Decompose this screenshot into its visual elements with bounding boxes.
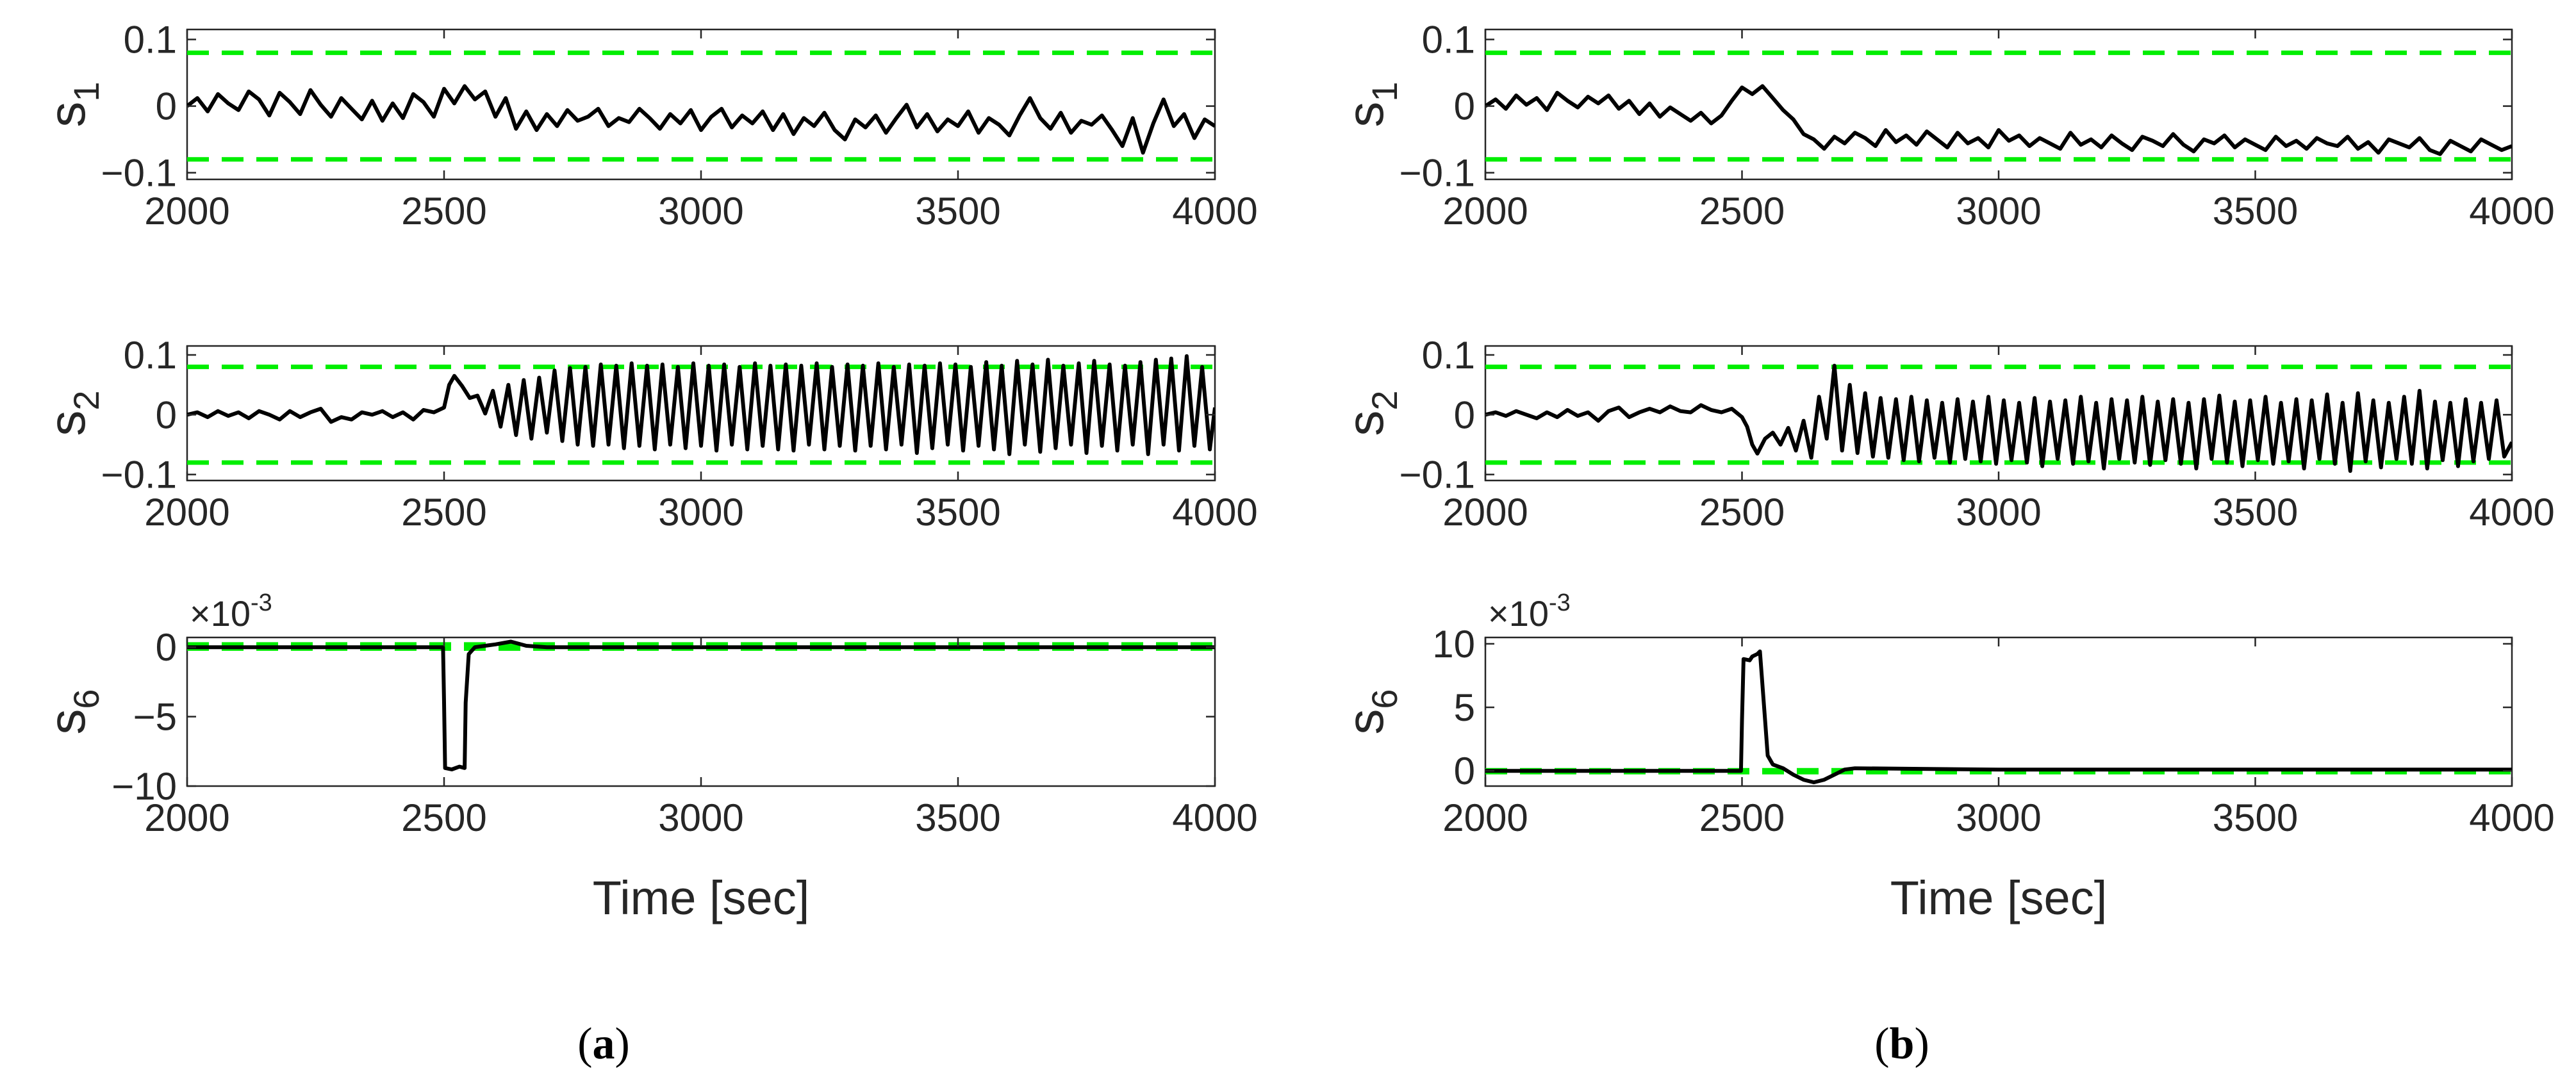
panel-a-s6-xtick-label: 3000: [658, 796, 743, 839]
panel-b-s2-xtick-label: 2500: [1699, 491, 1785, 534]
panel-a-s2-xtick-label: 2500: [401, 491, 486, 534]
panel-a-s1-xtick-label: 3500: [915, 190, 1000, 233]
panel-b-s1-xtick-label: 3500: [2213, 190, 2298, 233]
panel-b-s6-xtick-label: 3000: [1956, 796, 2041, 839]
panel-a-s6-ytick-label: −5: [133, 696, 177, 739]
panel-b-s6-xtick-label: 3500: [2213, 796, 2298, 839]
panel-a-s1-ylabel-var: s: [38, 102, 95, 127]
panel-b-s2-xtick-label: 2000: [1442, 491, 1528, 534]
panel-a-s6-exponent-base: ×10: [190, 593, 251, 634]
panel-a-s2-xtick-label: 4000: [1172, 491, 1257, 534]
panel-b-s1-xtick-label: 3000: [1956, 190, 2041, 233]
panel-b-s1-ylabel-subscript: 1: [1364, 81, 1405, 101]
panel-a-s6-exponent-power: -3: [251, 589, 272, 616]
panel-b-s1-signal-line: [1485, 84, 2512, 156]
panel-b-s2-signal-line: [1485, 363, 2512, 473]
panel-b-s6-ytick-label: 5: [1454, 686, 1475, 729]
panel-a-s1-ylabel: s1: [38, 81, 106, 127]
panel-a-s6-exponent-label: ×10-3: [190, 589, 272, 634]
panel-b-s1-ylabel: s1: [1337, 81, 1405, 127]
panel-b-s6-ylabel-var: s: [1337, 709, 1394, 735]
panel-a-s1-xtick-label: 2000: [144, 190, 229, 233]
panel-b-s2-xtick-label: 3000: [1956, 491, 2041, 534]
panel-a-s1-ytick-label: 0.1: [124, 19, 177, 62]
panel-b-s2-ytick-label: 0: [1454, 393, 1475, 436]
panel-a-s2-ytick-label: 0: [156, 393, 177, 436]
panel-b-s6-xlabel: Time [sec]: [1890, 871, 2108, 924]
caption-b: (b): [1874, 1019, 1929, 1069]
panel-a-s2-signal-line: [187, 354, 1215, 456]
panel-a-s1-xtick-label: 3000: [658, 190, 743, 233]
panel-b-s6: 2000 2500 3000 3500 4000 0 5 10 s6 ×10-3 Time [sec…: [1337, 589, 2555, 924]
panel-b-s6-ylabel-subscript: 6: [1364, 689, 1405, 709]
panel-a-s2-ylabel: s2: [38, 390, 106, 436]
panel-b-s1-xtick-label: 2500: [1699, 190, 1785, 233]
panel-a-s2-xtick-label: 2000: [144, 491, 229, 534]
panel-a-s1-ylabel-subscript: 1: [66, 81, 106, 101]
panel-b-s6-exponent-base: ×10: [1488, 593, 1549, 634]
panel-a-s6: 2000 2500 3000 3500 4000 −10 −5 0 s6 ×10-3 Time [s…: [38, 589, 1258, 924]
panel-a-s1-xtick-label: 2500: [401, 190, 486, 233]
panel-b-s6-signal-line: [1485, 649, 2512, 785]
panel-a-s2: 2000 2500 3000 3500 4000 −0.1 0 0.1 s2: [38, 334, 1258, 534]
panel-a-s2-xtick-label: 3000: [658, 491, 743, 534]
panel-a-s6-signal-line: [187, 639, 1215, 771]
panel-b-s2-xtick-label: 3500: [2213, 491, 2298, 534]
panel-b-s6-ylabel: s6: [1337, 689, 1405, 734]
panel-b-s1-ylabel-var: s: [1337, 102, 1394, 127]
panel-a-s6-xlabel: Time [sec]: [593, 871, 810, 924]
caption-a-letter: a: [593, 1019, 615, 1069]
panel-b-s1-ytick-label: −0.1: [1399, 152, 1475, 195]
panel-b-s1-xtick-label: 4000: [2469, 190, 2554, 233]
panel-a-s2-ylabel-var: s: [38, 411, 95, 436]
panel-b-s6-xtick-label: 4000: [2469, 796, 2554, 839]
panel-b-s6-xtick-label: 2500: [1699, 796, 1785, 839]
panel-a-s2-ytick-label: −0.1: [101, 454, 177, 497]
panel-b-s2-xtick-label: 4000: [2469, 491, 2554, 534]
panel-b-s2-ytick-label: −0.1: [1399, 454, 1475, 497]
panel-b-s2: 2000 2500 3000 3500 4000 −0.1 0 0.1 s2: [1337, 334, 2555, 534]
panel-a-s2-ylabel-subscript: 2: [66, 390, 106, 410]
panel-a-s1-signal-line: [187, 84, 1215, 155]
panel-a-s6-ytick-label: 0: [156, 626, 177, 669]
caption-a-text: (a): [577, 1019, 630, 1069]
panel-a-s6-xtick-label: 2500: [401, 796, 486, 839]
panel-a-s1: 2000 2500 3000 3500 4000 −0.1 0 0.1 s1: [38, 19, 1258, 233]
panel-b-s1: 2000 2500 3000 3500 4000 −0.1 0 0.1 s1: [1337, 19, 2555, 233]
panel-b-s6-ytick-label: 0: [1454, 750, 1475, 792]
panel-a-s6-ylabel-subscript: 6: [66, 689, 106, 709]
panel-a-s6-ytick-label: −10: [111, 765, 177, 808]
panel-a-s6-xtick-label: 4000: [1172, 796, 1257, 839]
panel-a-s6-ylabel: s6: [38, 689, 106, 734]
panel-b-s2-ytick-label: 0.1: [1422, 334, 1475, 377]
panel-b-s6-exponent-power: -3: [1549, 589, 1571, 616]
panel-b-s1-xtick-label: 2000: [1442, 190, 1528, 233]
panel-a-s1-xtick-label: 4000: [1172, 190, 1257, 233]
panel-a-s2-ytick-label: 0.1: [124, 334, 177, 377]
panel-a-s2-xtick-label: 3500: [915, 491, 1000, 534]
panel-a-s1-ytick-label: 0: [156, 85, 177, 128]
panel-a-s6-xtick-label: 3500: [915, 796, 1000, 839]
panel-b-s6-exponent-label: ×10-3: [1488, 589, 1571, 634]
panel-b-s6-xtick-label: 2000: [1442, 796, 1528, 839]
caption-b-text: (b): [1874, 1019, 1929, 1069]
caption-a: (a): [577, 1019, 630, 1069]
caption-b-letter: b: [1890, 1019, 1915, 1069]
panel-b-s2-ylabel-var: s: [1337, 411, 1394, 436]
panel-b-s1-ytick-label: 0.1: [1422, 19, 1475, 62]
panel-a-s1-ytick-label: −0.1: [101, 152, 177, 195]
panel-a-s6-ylabel-var: s: [38, 709, 95, 735]
panel-b-s6-ytick-label: 10: [1432, 623, 1475, 666]
panel-b-s1-ytick-label: 0: [1454, 85, 1475, 128]
panel-b-s2-ylabel: s2: [1337, 390, 1405, 436]
panel-a-s6-xtick-label: 2000: [144, 796, 229, 839]
panel-b-s2-ylabel-subscript: 2: [1364, 390, 1405, 410]
